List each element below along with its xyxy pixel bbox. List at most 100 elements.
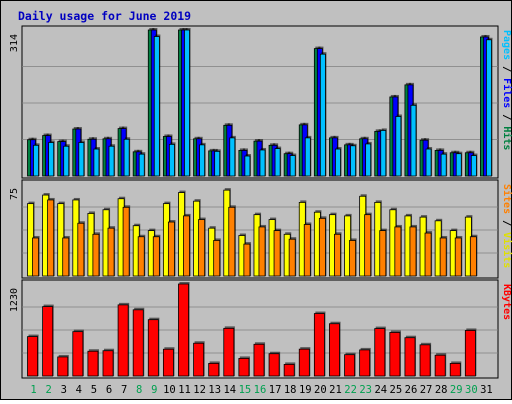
- legend-item: Files: [501, 78, 512, 108]
- x-tick-day: 21: [329, 384, 342, 396]
- x-tick-day: 3: [61, 384, 67, 396]
- bar-sites-day-18: [288, 238, 296, 277]
- bar-kbytes-day-17: [268, 353, 280, 377]
- bar-sites-day-21: [334, 233, 341, 277]
- bar-pages-day-8: [138, 153, 145, 177]
- legend-hits-pages-files: Pages / Files / Hits: [501, 30, 512, 150]
- y-max-label: 314: [9, 34, 20, 52]
- bar-pages-day-30: [470, 155, 477, 177]
- bar-sites-day-10: [167, 221, 175, 277]
- bar-sites-day-12: [198, 219, 206, 277]
- bar-sites-day-9: [152, 236, 160, 277]
- x-tick-day: 18: [284, 384, 297, 396]
- panel-hits-pages-files: 314 Pages / Files / Hits: [9, 25, 512, 179]
- bar-kbytes-day-6: [102, 350, 114, 377]
- x-tick-day: 31: [480, 384, 493, 396]
- x-tick-day: 15: [239, 384, 252, 396]
- bar-sites-day-30: [469, 236, 477, 277]
- bar-sites-day-4: [77, 222, 85, 277]
- bar-pages-day-18: [289, 155, 296, 177]
- legend-item: Visits: [501, 232, 512, 268]
- x-tick-day: 20: [314, 384, 327, 396]
- x-tick-day: 9: [151, 384, 157, 396]
- bar-pages-day-5: [93, 148, 100, 177]
- bar-kbytes-day-18: [283, 364, 295, 377]
- bar-sites-day-22: [349, 240, 357, 277]
- bar-pages-day-12: [199, 144, 206, 177]
- bar-pages-day-7: [123, 138, 130, 177]
- bar-sites-day-3: [62, 237, 70, 277]
- bar-sites-day-17: [273, 230, 281, 277]
- bar-pages-day-17: [274, 148, 281, 177]
- bar-pages-day-15: [244, 155, 251, 177]
- bar-pages-day-24: [380, 130, 387, 177]
- bar-pages-day-27: [425, 148, 432, 177]
- bar-kbytes-day-19: [298, 348, 310, 377]
- bar-pages-day-6: [108, 145, 115, 177]
- bar-pages-day-2: [48, 142, 55, 177]
- y-max-label: 75: [9, 188, 20, 200]
- bar-kbytes-day-16: [253, 343, 265, 377]
- bar-kbytes-day-23: [359, 349, 371, 377]
- bar-kbytes-day-28: [434, 354, 446, 377]
- bar-sites-day-6: [107, 227, 115, 277]
- bar-pages-day-16: [259, 149, 266, 177]
- bar-kbytes-day-15: [238, 358, 250, 377]
- bar-kbytes-day-12: [193, 342, 205, 377]
- bar-kbytes-day-3: [57, 356, 69, 377]
- bar-kbytes-day-1: [27, 336, 38, 377]
- bar-kbytes-day-7: [117, 304, 129, 377]
- bar-kbytes-day-25: [389, 332, 401, 377]
- chart-panels: 314 Pages / Files / Hits 75 Sites / Visits 1…: [9, 25, 512, 379]
- day-labels: 1 2 3 4 5 6 7 8 9 10 11 12 13 14 15 16 17 18 19 20 21 22 23 24 2…: [30, 384, 492, 396]
- bar-sites-day-26: [409, 226, 417, 277]
- bar-sites-day-2: [47, 199, 55, 277]
- x-tick-day: 2: [45, 384, 51, 396]
- panel-kbytes: 1230 KBytes: [9, 279, 512, 379]
- x-tick-day: 4: [76, 384, 82, 396]
- bar-sites-day-15: [243, 243, 251, 277]
- bar-kbytes-day-27: [419, 344, 431, 377]
- bar-sites-day-29: [454, 237, 462, 277]
- bar-sites-day-5: [92, 233, 100, 277]
- bar-pages-day-1: [33, 144, 39, 177]
- bar-sites-day-25: [394, 226, 402, 277]
- y-max-label: 1230: [9, 288, 20, 312]
- bar-sites-day-8: [137, 236, 145, 277]
- x-tick-day: 27: [420, 384, 433, 396]
- legend-item: /: [501, 108, 512, 126]
- x-tick-day: 14: [223, 384, 236, 396]
- bar-pages-day-31: [486, 39, 492, 177]
- bar-pages-day-13: [214, 150, 221, 177]
- x-tick-day: 7: [121, 384, 127, 396]
- bar-kbytes-day-4: [72, 331, 84, 377]
- bar-kbytes-day-2: [42, 306, 54, 377]
- x-tick-day: 16: [254, 384, 267, 396]
- bar-kbytes-day-13: [208, 363, 220, 377]
- bar-sites-day-20: [318, 217, 326, 277]
- bar-pages-day-28: [440, 153, 447, 177]
- bar-sites-day-24: [379, 230, 387, 277]
- bar-pages-day-10: [168, 143, 175, 177]
- bar-sites-day-19: [303, 224, 311, 277]
- bar-pages-day-14: [229, 137, 236, 177]
- bar-sites-day-7: [122, 206, 130, 277]
- x-tick-day: 28: [435, 384, 448, 396]
- bar-kbytes-day-9: [147, 319, 159, 377]
- x-tick-day: 12: [193, 384, 206, 396]
- bar-kbytes-day-22: [344, 354, 356, 377]
- bar-pages-day-21: [335, 148, 341, 177]
- bar-kbytes-day-5: [87, 350, 99, 377]
- bar-kbytes-day-10: [162, 348, 174, 377]
- legend-item: Pages: [501, 30, 512, 60]
- bar-sites-day-1: [32, 237, 39, 277]
- panel-visits-sites: 75 Sites / Visits: [9, 179, 512, 279]
- bar-kbytes-day-8: [132, 309, 144, 377]
- bar-kbytes-day-20: [313, 313, 325, 377]
- bar-pages-day-3: [63, 145, 70, 177]
- x-tick-day: 17: [269, 384, 282, 396]
- bar-kbytes-day-30: [464, 330, 476, 377]
- bar-kbytes-day-14: [223, 327, 235, 377]
- x-tick-day: 10: [163, 384, 176, 396]
